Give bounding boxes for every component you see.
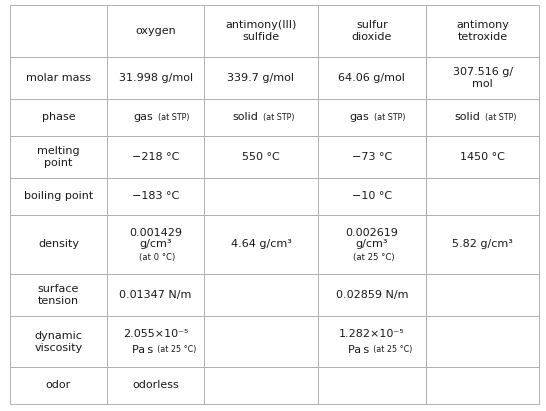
Text: gas: gas <box>133 113 153 122</box>
Text: −183 °C: −183 °C <box>132 192 179 201</box>
Bar <box>318 57 426 99</box>
Text: odorless: odorless <box>132 380 179 390</box>
Bar <box>10 367 107 404</box>
Text: (at STP): (at STP) <box>481 113 517 122</box>
Bar <box>107 136 204 178</box>
Bar <box>10 215 107 274</box>
Text: gas: gas <box>349 113 369 122</box>
Text: phase: phase <box>41 113 75 122</box>
Text: molar mass: molar mass <box>26 73 91 83</box>
Text: Pa s: Pa s <box>348 344 369 355</box>
Text: −10 °C: −10 °C <box>352 192 392 201</box>
Bar <box>318 178 426 215</box>
Bar <box>107 99 204 136</box>
Text: surface
tension: surface tension <box>38 284 79 306</box>
Bar <box>10 316 107 367</box>
Text: density: density <box>38 239 79 249</box>
Bar <box>204 57 318 99</box>
Bar <box>107 274 204 316</box>
Bar <box>204 316 318 367</box>
Bar <box>426 215 539 274</box>
Bar <box>10 57 107 99</box>
Text: Pa s: Pa s <box>132 344 153 355</box>
Text: antimony(III)
sulfide: antimony(III) sulfide <box>225 20 296 42</box>
Text: boiling point: boiling point <box>24 192 93 201</box>
Text: 0.02859 N/m: 0.02859 N/m <box>336 290 408 300</box>
Bar <box>426 178 539 215</box>
Bar <box>426 316 539 367</box>
Bar <box>10 274 107 316</box>
Text: 5.82 g/cm³: 5.82 g/cm³ <box>452 239 513 249</box>
Bar <box>10 99 107 136</box>
Bar <box>318 99 426 136</box>
Text: odor: odor <box>46 380 71 390</box>
Text: 0.002619: 0.002619 <box>346 228 398 238</box>
Bar <box>107 5 204 57</box>
Text: (at 25 °C): (at 25 °C) <box>353 253 394 262</box>
Bar <box>426 274 539 316</box>
Text: (at 0 °C): (at 0 °C) <box>139 253 175 262</box>
Bar <box>107 215 204 274</box>
Text: 4.64 g/cm³: 4.64 g/cm³ <box>230 239 292 249</box>
Bar <box>204 274 318 316</box>
Text: 550 °C: 550 °C <box>242 152 280 162</box>
Text: 0.001429: 0.001429 <box>129 228 182 238</box>
Text: 2.055×10⁻⁵: 2.055×10⁻⁵ <box>123 329 188 339</box>
Text: antimony
tetroxide: antimony tetroxide <box>456 20 509 42</box>
Text: 31.998 g/mol: 31.998 g/mol <box>118 73 193 83</box>
Text: melting
point: melting point <box>37 146 80 168</box>
Bar <box>204 99 318 136</box>
Bar <box>107 57 204 99</box>
Bar <box>426 367 539 404</box>
Text: dynamic
viscosity: dynamic viscosity <box>34 331 82 353</box>
Bar <box>204 178 318 215</box>
Text: (at STP): (at STP) <box>154 113 189 122</box>
Bar <box>426 99 539 136</box>
Text: −73 °C: −73 °C <box>352 152 392 162</box>
Text: 339.7 g/mol: 339.7 g/mol <box>228 73 294 83</box>
Text: oxygen: oxygen <box>135 26 176 36</box>
Bar <box>318 367 426 404</box>
Text: 307.516 g/
mol: 307.516 g/ mol <box>453 67 513 89</box>
Text: 64.06 g/mol: 64.06 g/mol <box>339 73 405 83</box>
Bar <box>107 316 204 367</box>
Bar <box>204 215 318 274</box>
Bar <box>204 5 318 57</box>
Bar <box>204 136 318 178</box>
Bar <box>107 178 204 215</box>
Text: (at 25 °C): (at 25 °C) <box>370 345 413 354</box>
Text: 1.282×10⁻⁵: 1.282×10⁻⁵ <box>339 329 405 339</box>
Text: g/cm³: g/cm³ <box>139 239 172 249</box>
Text: g/cm³: g/cm³ <box>355 239 388 249</box>
Text: 1450 °C: 1450 °C <box>460 152 505 162</box>
Bar <box>318 316 426 367</box>
Bar <box>10 5 107 57</box>
Text: 0.01347 N/m: 0.01347 N/m <box>120 290 192 300</box>
Bar <box>10 178 107 215</box>
Text: (at STP): (at STP) <box>370 113 406 122</box>
Bar <box>318 215 426 274</box>
Text: (at STP): (at STP) <box>259 113 295 122</box>
Bar <box>318 136 426 178</box>
Bar <box>426 5 539 57</box>
Text: solid: solid <box>233 113 258 122</box>
Bar <box>426 57 539 99</box>
Bar <box>318 274 426 316</box>
Text: solid: solid <box>454 113 480 122</box>
Text: sulfur
dioxide: sulfur dioxide <box>352 20 392 42</box>
Bar <box>204 367 318 404</box>
Bar <box>426 136 539 178</box>
Bar <box>107 367 204 404</box>
Bar <box>318 5 426 57</box>
Text: (at 25 °C): (at 25 °C) <box>154 345 197 354</box>
Bar <box>10 136 107 178</box>
Text: −218 °C: −218 °C <box>132 152 179 162</box>
